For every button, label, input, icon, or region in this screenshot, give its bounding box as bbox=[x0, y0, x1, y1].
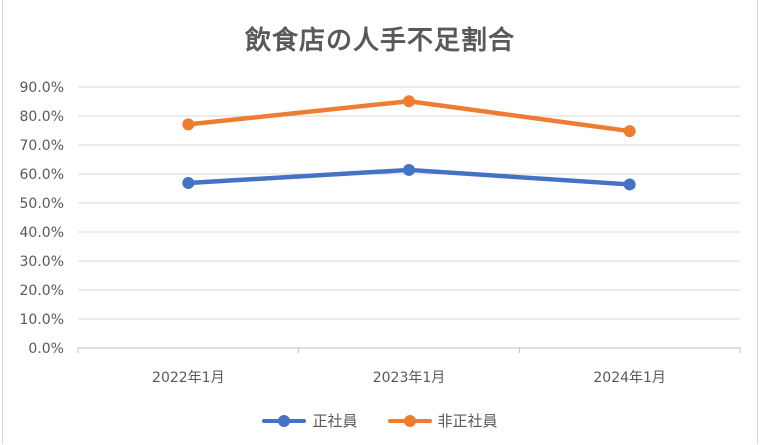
chart-title: 飲食店の人手不足割合 bbox=[244, 26, 515, 56]
data-point-series-2 bbox=[623, 125, 636, 138]
series-lines bbox=[182, 95, 636, 191]
x-tick-label: 2023年1月 bbox=[373, 370, 446, 386]
axes: 0.0% 10.0% 20.0% 30.0% 40.0% 50.0% 60.0% 70.0% 8… bbox=[20, 80, 741, 386]
data-point-series-1 bbox=[403, 163, 415, 176]
y-tick-label: 70.0% bbox=[20, 138, 64, 154]
y-tick-label: 40.0% bbox=[20, 225, 64, 241]
y-tick-label: 20.0% bbox=[20, 283, 64, 299]
legend-swatch-series-2 bbox=[387, 413, 432, 429]
y-tick-label: 0.0% bbox=[28, 341, 64, 357]
y-tick-label: 50.0% bbox=[20, 196, 64, 212]
y-tick-label: 60.0% bbox=[20, 167, 64, 183]
legend-item-series-2[interactable]: 非正社員 bbox=[387, 410, 498, 431]
y-tick-label: 80.0% bbox=[20, 109, 64, 125]
legend-item-series-1[interactable]: 正社員 bbox=[262, 410, 358, 431]
data-point-series-2 bbox=[403, 95, 415, 108]
legend-swatch-series-1 bbox=[262, 413, 307, 429]
data-point-series-1 bbox=[182, 176, 195, 189]
data-point-series-1 bbox=[623, 178, 636, 191]
y-tick-label: 30.0% bbox=[20, 254, 64, 270]
gridlines bbox=[78, 86, 740, 320]
x-tick-label: 2022年1月 bbox=[152, 370, 225, 386]
y-tick-label: 10.0% bbox=[20, 312, 64, 328]
y-tick-label: 90.0% bbox=[20, 80, 64, 96]
legend-label-series-1: 正社員 bbox=[312, 412, 358, 430]
legend: 正社員 非正社員 bbox=[0, 410, 760, 431]
data-point-series-2 bbox=[182, 118, 195, 131]
x-tick-label: 2024年1月 bbox=[593, 370, 666, 386]
legend-label-series-2: 非正社員 bbox=[437, 412, 498, 430]
